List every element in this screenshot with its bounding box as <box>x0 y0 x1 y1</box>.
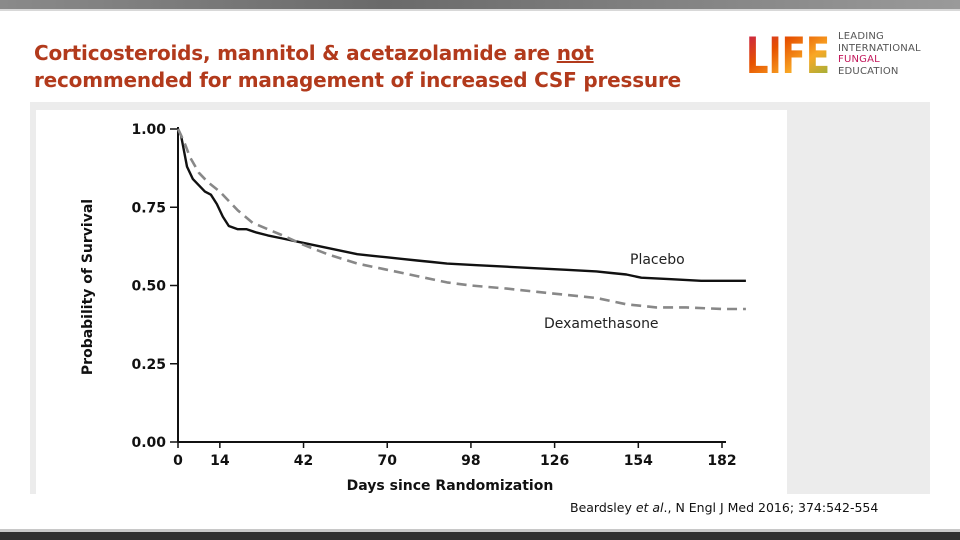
title-part-2: recommended for management of increased … <box>34 68 681 92</box>
x-tick-label: 70 <box>377 453 397 469</box>
citation-authors: Beardsley <box>570 500 636 515</box>
title-emphasis: not <box>556 41 594 65</box>
x-tick-label: 154 <box>624 453 653 469</box>
y-tick-label: 1.00 <box>131 122 166 138</box>
logo-line-1: LEADING <box>838 31 885 42</box>
y-tick-label: 0.50 <box>131 279 166 295</box>
logo-wordmark: LEADING INTERNATIONAL FUNGAL EDUCATION <box>838 31 921 77</box>
y-tick-label: 0.25 <box>131 357 166 373</box>
logo-line-4: EDUCATION <box>838 65 899 77</box>
x-tick-label: 182 <box>707 453 736 469</box>
x-tick-labels: 0 14 42 70 98 126 154 182 <box>173 442 737 469</box>
x-tick-label: 42 <box>294 453 313 469</box>
top-stripe <box>0 0 960 9</box>
y-tick-label: 0.75 <box>131 200 166 216</box>
citation: Beardsley et al., N Engl J Med 2016; 374… <box>570 500 878 515</box>
logo-line-2: INTERNATIONAL <box>838 42 921 54</box>
slide-title: Corticosteroids, mannitol & acetazolamid… <box>34 40 714 94</box>
annotation-placebo: Placebo <box>630 252 685 268</box>
y-tick-label: 0.00 <box>131 435 166 451</box>
y-tick-labels: 0.00 0.25 0.50 0.75 1.00 <box>131 122 178 451</box>
annotation-dexamethasone: Dexamethasone <box>544 316 659 332</box>
bottom-bar <box>0 532 960 540</box>
life-logo-letters: LIFE <box>746 30 830 76</box>
x-tick-label: 14 <box>210 453 230 469</box>
top-stripe-highlight <box>0 9 960 11</box>
chart-series <box>176 128 746 311</box>
y-axis-label: Probability of Survival <box>80 199 96 375</box>
x-tick-label: 126 <box>540 453 569 469</box>
life-logo: LIFE LEADING INTERNATIONAL FUNGAL EDUCAT… <box>746 30 946 80</box>
bottom-bar-highlight <box>0 529 960 532</box>
citation-rest: ., N Engl J Med 2016; 374:542-554 <box>663 500 879 515</box>
chart-card: 0 14 42 70 98 126 154 182 0.00 0.25 0.50 0.75 1.00 … <box>36 110 787 496</box>
x-axis-label: Days since Randomization <box>347 478 554 494</box>
logo-line-3: FUNGAL <box>838 54 880 65</box>
series-line-dexamethasone <box>176 128 746 311</box>
chart-axes <box>177 127 726 443</box>
logo-letters-text: LIFE <box>746 30 830 76</box>
x-tick-label: 0 <box>173 453 183 469</box>
citation-etal: et al <box>635 500 664 515</box>
x-tick-label: 98 <box>461 453 480 469</box>
survival-chart: 0 14 42 70 98 126 154 182 0.000.250.500.751.00 … <box>80 122 746 494</box>
series-line-placebo <box>176 128 746 282</box>
title-part-1: Corticosteroids, mannitol & acetazolamid… <box>34 41 557 65</box>
